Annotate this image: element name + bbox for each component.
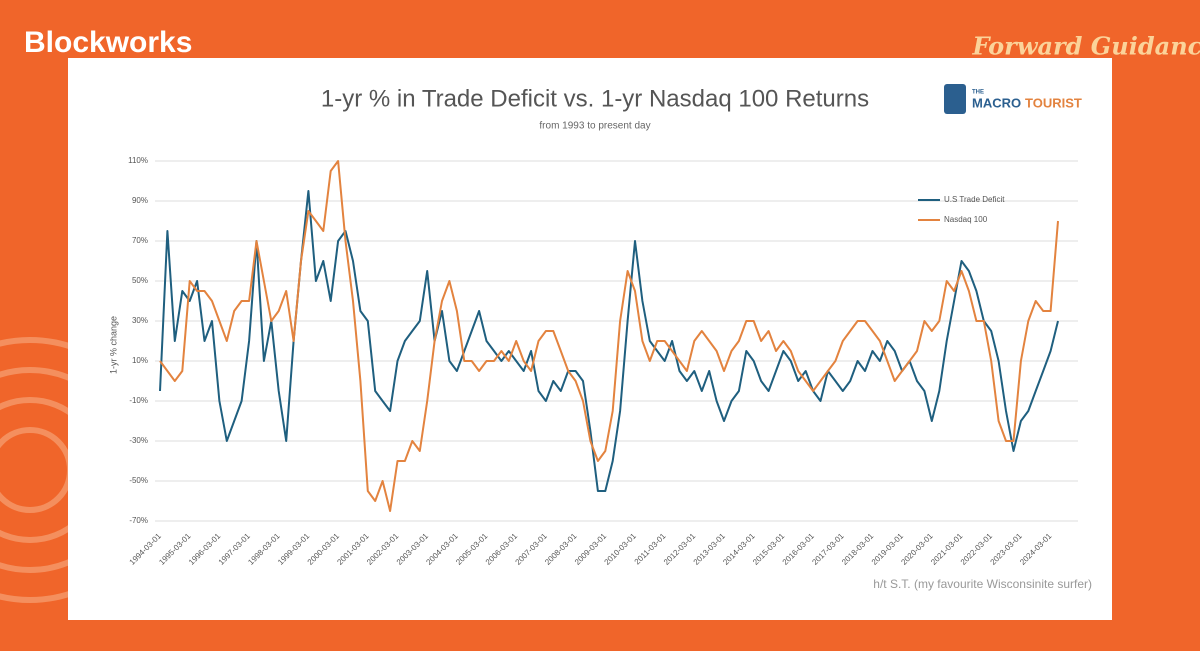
series-line: [159, 160, 1059, 512]
y-tick-label: 50%: [132, 276, 148, 285]
legend-label: U.S Trade Deficit: [944, 195, 1005, 204]
y-tick-label: -30%: [129, 436, 148, 445]
logo-first: MACRO: [972, 95, 1021, 110]
show-name: Forward Guidance: [971, 32, 1200, 61]
brand: Blockworks: [24, 26, 192, 59]
y-tick-label: 90%: [132, 196, 148, 205]
legend-label: Nasdaq 100: [944, 215, 988, 224]
y-tick-label: -70%: [129, 516, 148, 525]
logo-icon: [944, 84, 966, 114]
y-axis-label: 1-yr % change: [108, 316, 118, 374]
y-tick-label: -50%: [129, 476, 148, 485]
y-tick-label: 110%: [128, 156, 148, 165]
y-tick-label: 30%: [132, 316, 148, 325]
logo-second: TOURIST: [1025, 95, 1082, 110]
y-tick-label: 70%: [132, 236, 148, 245]
chart-subtitle: from 1993 to present day: [539, 121, 650, 132]
chart-title: 1-yr % in Trade Deficit vs. 1-yr Nasdaq …: [321, 85, 869, 112]
logo-prefix: THE: [972, 90, 984, 96]
chart-card: [68, 58, 1112, 620]
y-tick-label: 10%: [132, 356, 148, 365]
y-tick-label: -10%: [129, 396, 148, 405]
footnote: h/t S.T. (my favourite Wisconsinite surf…: [873, 577, 1092, 591]
